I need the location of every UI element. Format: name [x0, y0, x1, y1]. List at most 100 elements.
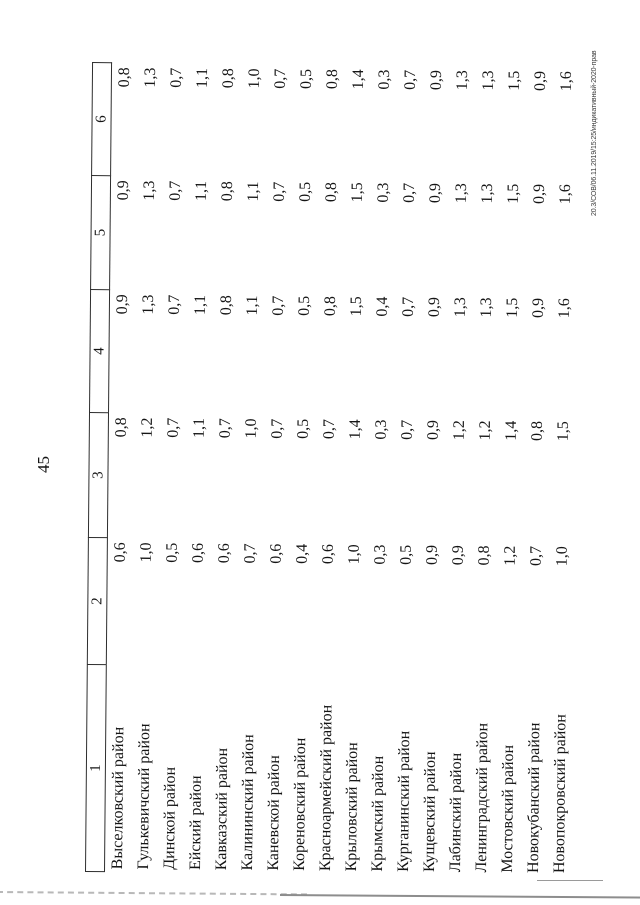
table-value: 0,8: [528, 420, 546, 442]
column-header-2: 2: [86, 537, 108, 665]
table-value: 1,0: [553, 546, 571, 567]
table-value: 0,9: [530, 183, 549, 205]
table-value: 1,2: [501, 545, 519, 566]
table-value: 0,7: [400, 182, 419, 203]
table-value: 0,3: [371, 544, 389, 565]
table-value: 1,3: [452, 183, 471, 204]
rotated-landscape-table: 1 2 3 4 5 6 Выселковский район 0,6 0,8 0,9 0,9 0,8 Г…: [85, 62, 584, 876]
table-value: 1,3: [477, 297, 496, 318]
table-value: 0,8: [475, 545, 493, 566]
table-value: 1,4: [346, 419, 364, 440]
table-value: 0,9: [426, 182, 445, 204]
table-value: 1,2: [450, 420, 468, 441]
table-value: 0,5: [294, 418, 312, 439]
table-value: 0,9: [449, 545, 467, 566]
column-header-6: 6: [91, 62, 113, 176]
table-value: 1,0: [242, 418, 260, 439]
table-value: 0,7: [269, 295, 288, 316]
fax-edge-annotation: 20.3/СОВ/06.11.2019/15:25/индикативный-2…: [591, 50, 598, 216]
district-name: Крыловский район: [343, 742, 362, 872]
table-value: 0,5: [397, 544, 415, 565]
column-header-3: 3: [87, 412, 110, 538]
scan-artifact-line: [537, 880, 603, 881]
district-name: Каневской район: [265, 755, 284, 871]
district-name: Выселковский район: [109, 726, 128, 870]
district-name: Новокубанский район: [525, 722, 544, 873]
table-value: 0,9: [424, 419, 442, 441]
district-name: Гулькевичский район: [135, 723, 154, 870]
table-value: 0,7: [268, 418, 286, 439]
table-value: 0,7: [398, 419, 416, 440]
table-value: 0,7: [164, 417, 182, 438]
table-value: 0,3: [374, 182, 393, 203]
scan-page-edge-solid: [279, 894, 640, 899]
table-value: 0,8: [219, 68, 238, 89]
column-header-1: 1: [85, 664, 107, 873]
table-value: 1,5: [347, 296, 366, 317]
table-value: 0,9: [529, 297, 548, 319]
district-name: Красноармейский район: [317, 704, 336, 872]
district-name: Кавказский район: [213, 747, 232, 871]
table-value: 0,9: [425, 296, 444, 318]
table-value: 0,8: [321, 296, 340, 317]
table-value: 1,6: [555, 298, 574, 319]
district-name: Калининский район: [239, 734, 258, 871]
table-value: 1,1: [190, 417, 208, 439]
table-value: 0,5: [295, 295, 314, 316]
district-name: Ейский район: [187, 775, 205, 871]
district-name: Ленинградский район: [473, 722, 492, 873]
table-value: 0,7: [271, 68, 290, 89]
district-name: Курганинский район: [395, 730, 414, 872]
table-value: 0,9: [423, 544, 441, 566]
table-value: 1,5: [348, 182, 367, 203]
column-header-4: 4: [89, 289, 111, 413]
table-value: 0,9: [114, 180, 133, 201]
table-value: 1,4: [502, 420, 520, 441]
column-header-5: 5: [90, 175, 112, 290]
scan-page-edge-dashed: [0, 891, 307, 896]
table-value: 0,7: [167, 67, 186, 88]
table-value: 0,5: [296, 181, 315, 202]
district-name: Мостовский район: [499, 744, 518, 873]
district-name: Новопокровский район: [551, 714, 570, 874]
table-value: 0,8: [217, 295, 236, 316]
table-value: 1,4: [349, 69, 368, 90]
table-value: 0,9: [531, 70, 550, 92]
table-value: 0,4: [373, 296, 392, 317]
table-value: 1,6: [556, 184, 575, 205]
table-value: 0,4: [293, 543, 311, 564]
table-value: 0,5: [297, 68, 316, 89]
table-value: 0,7: [270, 181, 289, 202]
district-name: Лабинский район: [447, 752, 466, 873]
table-value: 0,8: [322, 182, 341, 203]
district-name: Крымский район: [369, 755, 388, 872]
district-name: Динской район: [161, 766, 179, 870]
table-value: 1,3: [140, 180, 159, 201]
table-value: 1,5: [504, 183, 523, 204]
table-value: 1,3: [139, 294, 158, 315]
district-name: Кореновский район: [291, 737, 310, 871]
table-value: 0,8: [112, 417, 130, 438]
table-value: 0,9: [427, 69, 446, 91]
table-value: 1,1: [192, 180, 211, 202]
table-value: 1,1: [243, 295, 262, 316]
table-value: 1,3: [478, 183, 497, 204]
table-value: 1,3: [141, 67, 160, 88]
table-value: 0,6: [189, 542, 207, 564]
districts-table: 1 2 3 4 5 6 Выселковский район 0,6 0,8 0,9 0,9 0,8 Г…: [85, 62, 580, 876]
table-value: 0,6: [215, 543, 233, 564]
table-value: 1,1: [191, 294, 210, 316]
table-value: 0,3: [372, 419, 390, 440]
table-value: 1,5: [505, 70, 524, 91]
table-value: 1,6: [557, 71, 576, 92]
table-value: 0,7: [241, 543, 259, 564]
table-value: 0,6: [267, 543, 285, 564]
table-value: 1,1: [244, 181, 263, 202]
table-value: 0,7: [320, 419, 338, 440]
table-value: 1,2: [476, 420, 494, 441]
table-value: 0,8: [218, 181, 237, 202]
table-value: 0,7: [216, 418, 234, 439]
table-value: 1,0: [137, 542, 155, 563]
table-value: 1,1: [193, 67, 212, 89]
